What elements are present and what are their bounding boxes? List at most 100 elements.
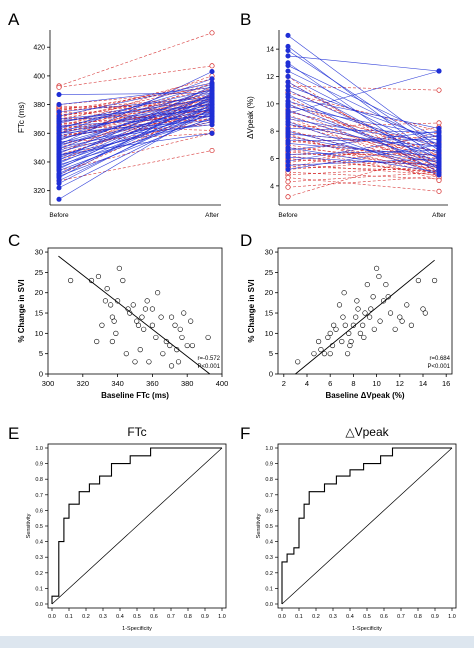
data-point bbox=[329, 342, 336, 349]
stat-r-annotation: r=-0.572 bbox=[197, 356, 220, 362]
stat-p-annotation: P<0.001 bbox=[427, 364, 450, 370]
data-point bbox=[436, 145, 442, 151]
data-point bbox=[285, 53, 291, 59]
x-tick-label: 1.0 bbox=[448, 614, 456, 620]
series-line bbox=[58, 101, 213, 167]
series-line bbox=[58, 108, 213, 181]
data-point bbox=[179, 334, 185, 341]
data-point bbox=[209, 69, 215, 75]
data-point bbox=[285, 68, 291, 74]
data-point bbox=[285, 179, 291, 185]
data-point bbox=[285, 158, 291, 164]
data-point bbox=[420, 306, 426, 312]
series-line bbox=[58, 111, 213, 189]
x-tick-label-before: Before bbox=[49, 212, 69, 219]
series-line bbox=[58, 117, 213, 177]
series-line bbox=[58, 87, 213, 111]
data-point bbox=[361, 334, 367, 341]
data-point bbox=[392, 326, 398, 332]
series-line bbox=[287, 110, 440, 158]
series-line bbox=[287, 132, 440, 169]
series-line bbox=[58, 107, 213, 200]
series-line bbox=[287, 158, 440, 173]
x-tick-label: 360 bbox=[146, 379, 159, 388]
data-point bbox=[56, 185, 62, 191]
data-point bbox=[88, 277, 95, 284]
data-point bbox=[436, 87, 442, 93]
series-line bbox=[287, 46, 440, 161]
data-point bbox=[436, 188, 442, 194]
data-point bbox=[139, 314, 145, 320]
y-tick-label: 380 bbox=[33, 102, 45, 109]
data-point bbox=[94, 338, 100, 345]
data-point bbox=[285, 87, 291, 93]
x-tick-label: 340 bbox=[111, 379, 124, 388]
data-point bbox=[146, 359, 152, 365]
stat-p-annotation: P<0.001 bbox=[197, 364, 220, 370]
y-tick-label: 14 bbox=[266, 47, 274, 54]
data-point bbox=[285, 162, 291, 168]
data-point bbox=[377, 318, 383, 324]
y-tick-label: 25 bbox=[265, 268, 273, 277]
series-line bbox=[58, 107, 213, 176]
y-tick-label: 0.5 bbox=[265, 524, 273, 530]
data-point bbox=[56, 102, 62, 108]
data-point bbox=[56, 130, 62, 136]
y-axis-label: ΔVpeak (%) bbox=[246, 96, 255, 139]
y-axis-label: % Change in SVI bbox=[247, 279, 256, 342]
data-point bbox=[370, 294, 376, 300]
series-line bbox=[287, 137, 440, 169]
data-point bbox=[318, 347, 324, 353]
data-point bbox=[436, 135, 442, 141]
y-tick-label: 0.6 bbox=[35, 508, 43, 514]
data-point bbox=[408, 322, 415, 328]
data-point bbox=[209, 114, 215, 121]
data-point bbox=[132, 359, 138, 365]
y-tick-label: 0.8 bbox=[35, 477, 43, 483]
series-line bbox=[287, 129, 440, 173]
x-tick-label: 0.2 bbox=[82, 614, 90, 620]
data-point bbox=[339, 338, 345, 345]
y-tick-label: 0.2 bbox=[265, 571, 273, 577]
x-tick-label-after: After bbox=[205, 212, 220, 219]
reference-diagonal bbox=[51, 447, 223, 605]
y-tick-label: 25 bbox=[35, 268, 43, 277]
series-line bbox=[287, 81, 440, 169]
x-tick-label: 0.6 bbox=[380, 614, 388, 620]
series-line bbox=[287, 81, 440, 165]
data-point bbox=[144, 298, 150, 304]
series-line bbox=[58, 85, 213, 161]
y-tick-label: 340 bbox=[33, 159, 45, 166]
data-point bbox=[404, 302, 410, 308]
series-line bbox=[58, 78, 213, 134]
series-line bbox=[58, 87, 213, 105]
x-tick-label: 0.2 bbox=[312, 614, 320, 620]
y-tick-label: 1.0 bbox=[265, 446, 273, 452]
data-point bbox=[340, 314, 346, 320]
y-tick-label: 0.3 bbox=[265, 555, 273, 561]
series-line bbox=[287, 147, 440, 173]
chart-title: △Vpeak bbox=[345, 425, 389, 439]
x-tick-label: 0.0 bbox=[278, 614, 286, 620]
series-line bbox=[287, 96, 440, 129]
data-point bbox=[56, 109, 62, 115]
series-line bbox=[58, 150, 213, 181]
data-point bbox=[436, 128, 442, 134]
series-line bbox=[287, 158, 440, 166]
series-line bbox=[287, 93, 440, 173]
series-line bbox=[58, 32, 213, 87]
series-line bbox=[287, 117, 440, 174]
y-tick-label: 0.6 bbox=[265, 508, 273, 514]
series-line bbox=[58, 98, 213, 128]
bottom-band bbox=[0, 636, 474, 648]
plot-frame bbox=[47, 247, 223, 375]
panel-letter-f: F bbox=[240, 424, 250, 443]
data-point bbox=[325, 334, 331, 341]
x-tick-label: 8 bbox=[351, 379, 355, 388]
series-line bbox=[287, 70, 440, 146]
series-line bbox=[287, 150, 440, 155]
y-axis-label: Sensitivity bbox=[256, 513, 262, 538]
data-point bbox=[109, 338, 115, 345]
data-point bbox=[285, 83, 291, 89]
y-tick-label: 0.8 bbox=[265, 477, 273, 483]
